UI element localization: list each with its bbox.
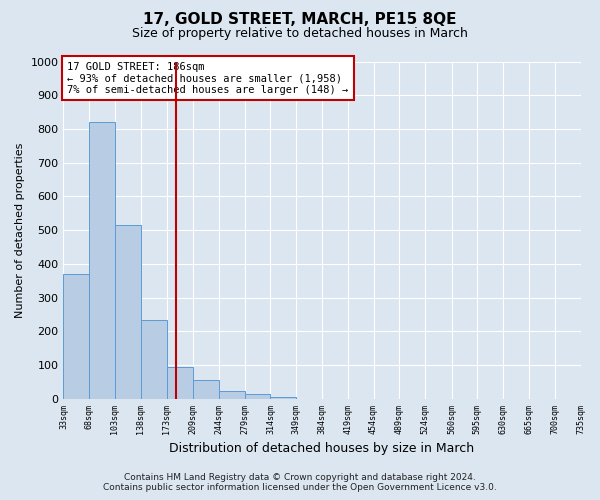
Text: Contains HM Land Registry data © Crown copyright and database right 2024.
Contai: Contains HM Land Registry data © Crown c…: [103, 473, 497, 492]
Bar: [64, 274, 89, 399]
Bar: [271, 397, 296, 399]
Y-axis label: Number of detached properties: Number of detached properties: [15, 142, 25, 318]
Bar: [193, 380, 219, 399]
Bar: [219, 392, 245, 399]
Text: 17, GOLD STREET, MARCH, PE15 8QE: 17, GOLD STREET, MARCH, PE15 8QE: [143, 12, 457, 28]
Text: Size of property relative to detached houses in March: Size of property relative to detached ho…: [132, 28, 468, 40]
Text: 17 GOLD STREET: 186sqm
← 93% of detached houses are smaller (1,958)
7% of semi-d: 17 GOLD STREET: 186sqm ← 93% of detached…: [67, 62, 349, 94]
Bar: [245, 394, 271, 399]
Bar: [89, 122, 115, 399]
X-axis label: Distribution of detached houses by size in March: Distribution of detached houses by size …: [169, 442, 475, 455]
Bar: [167, 367, 193, 399]
Bar: [141, 320, 167, 399]
Bar: [115, 225, 141, 399]
